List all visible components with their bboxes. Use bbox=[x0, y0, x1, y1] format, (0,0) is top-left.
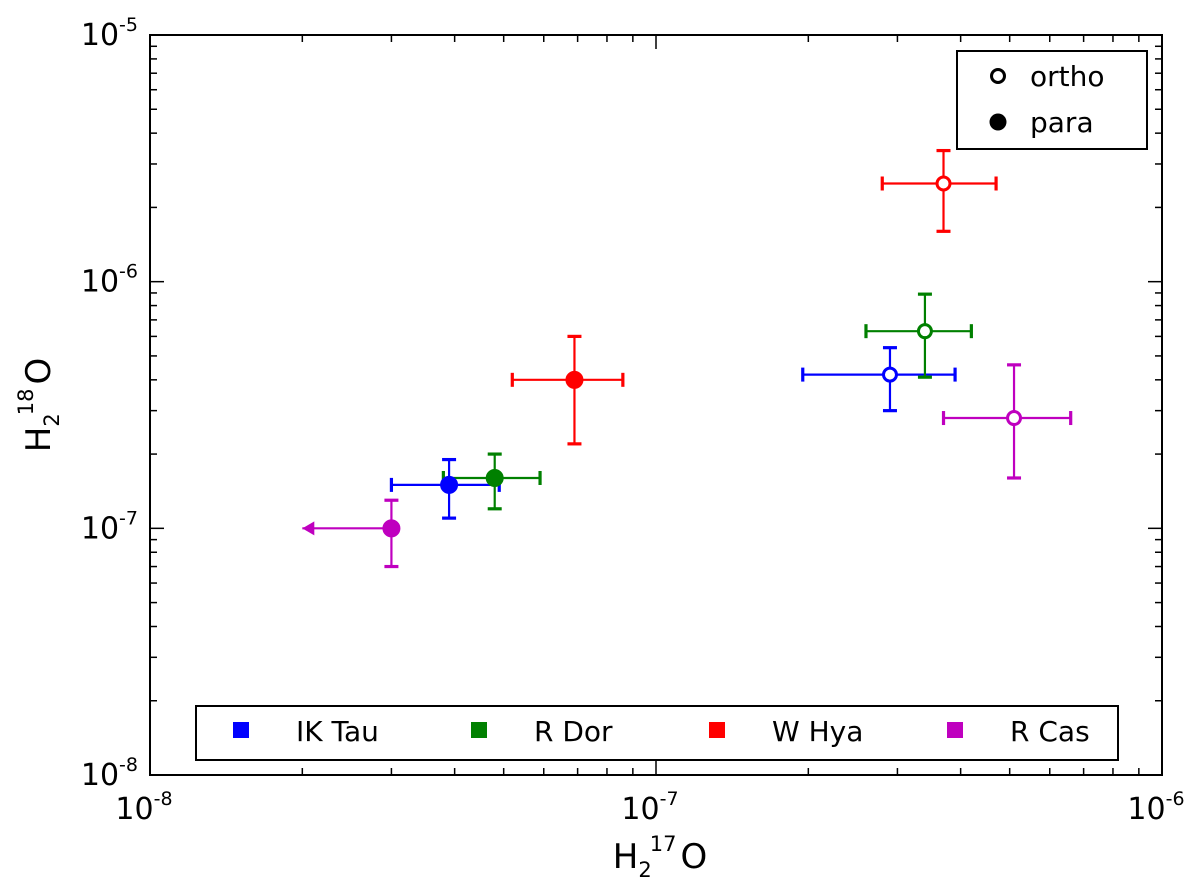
legend-swatch bbox=[709, 722, 725, 738]
legend-label-series: R Cas bbox=[1010, 715, 1090, 748]
data-point-ortho bbox=[1006, 410, 1023, 427]
y-tick-label: 10-6 bbox=[81, 261, 138, 300]
plot-area-frame bbox=[149, 34, 1163, 776]
series-legend-box bbox=[195, 705, 1119, 761]
y-tick-label: 10-7 bbox=[81, 507, 138, 546]
marker-legend-box bbox=[956, 50, 1148, 150]
legend-swatch bbox=[233, 722, 249, 738]
y-tick-label: 10-8 bbox=[81, 754, 138, 793]
legend-label-para: para bbox=[1030, 106, 1094, 139]
series-legend: IK Tau R Dor W Hya R Cas bbox=[195, 705, 1119, 761]
x-axis-title: H217 O bbox=[613, 832, 707, 882]
x-tick-label: 10-6 bbox=[1127, 788, 1184, 827]
data-point-ortho bbox=[881, 366, 898, 383]
legend-marker-filled bbox=[989, 113, 1007, 131]
data-point-para bbox=[440, 475, 459, 494]
legend-swatch bbox=[471, 722, 487, 738]
y-axis-title: H218O bbox=[14, 358, 64, 452]
legend-swatch bbox=[947, 722, 963, 738]
legend-label-series: W Hya bbox=[772, 715, 863, 748]
y-tick-label: 10-5 bbox=[81, 14, 138, 53]
marker-legend: ortho para bbox=[956, 50, 1148, 150]
legend-label-ortho: ortho bbox=[1030, 60, 1105, 93]
data-point-para bbox=[485, 468, 504, 487]
x-tick-label: 10-8 bbox=[115, 788, 172, 827]
data-points bbox=[382, 175, 1023, 538]
legend-label-series: R Dor bbox=[534, 715, 613, 748]
error-bars bbox=[302, 148, 1073, 569]
upper-limit-arrowhead bbox=[302, 521, 315, 536]
x-tick-label: 10-7 bbox=[621, 788, 678, 827]
y-tick-labels: 10-8 10-7 10-6 10-5 bbox=[81, 14, 138, 793]
data-point-para bbox=[382, 519, 401, 538]
legend-label-series: IK Tau bbox=[296, 715, 379, 748]
data-point-ortho bbox=[916, 323, 933, 340]
legend-marker-open bbox=[990, 68, 1006, 84]
x-tick-labels: 10-8 10-7 10-6 bbox=[115, 788, 1184, 827]
data-point-ortho bbox=[935, 175, 952, 192]
data-point-para bbox=[565, 370, 584, 389]
